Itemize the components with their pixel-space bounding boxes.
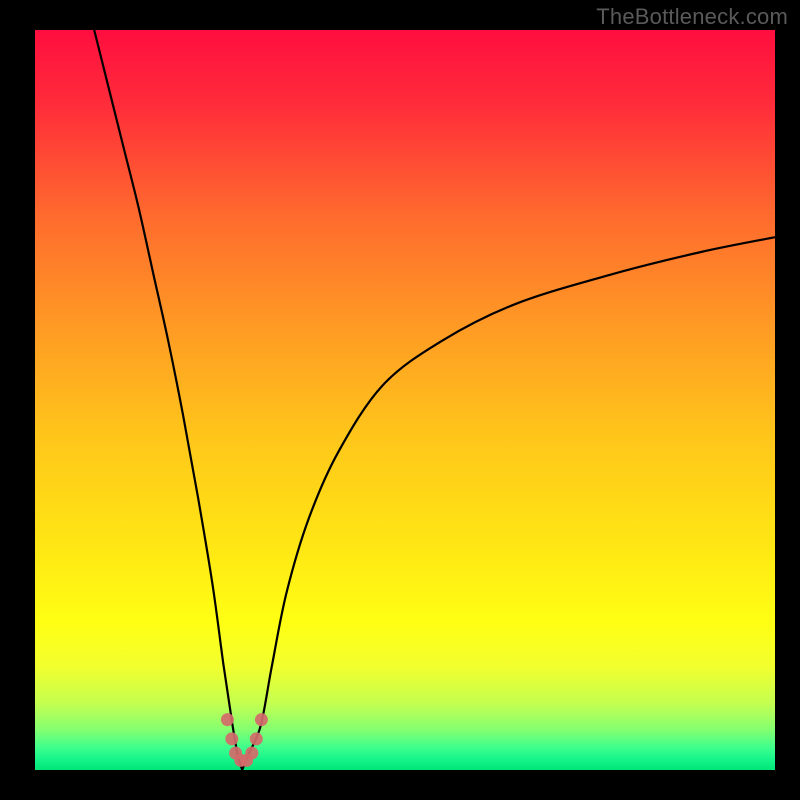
marker-dot <box>221 713 234 726</box>
marker-dot <box>255 713 268 726</box>
gradient-background <box>35 30 775 770</box>
watermark-text: TheBottleneck.com <box>596 4 788 30</box>
marker-dot <box>250 732 263 745</box>
marker-dot <box>225 732 238 745</box>
marker-dot <box>245 746 258 759</box>
chart-container: TheBottleneck.com <box>0 0 800 800</box>
chart-svg <box>0 0 800 800</box>
